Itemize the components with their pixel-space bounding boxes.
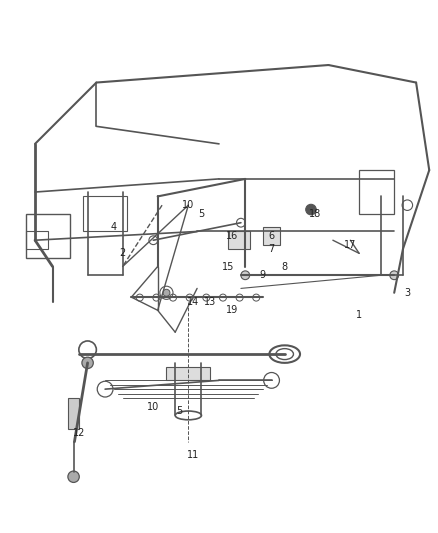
- Text: 18: 18: [309, 209, 321, 219]
- Text: 9: 9: [260, 270, 266, 280]
- Circle shape: [163, 289, 170, 296]
- Text: 5: 5: [198, 209, 205, 219]
- Text: 8: 8: [282, 262, 288, 271]
- Bar: [68, 398, 79, 429]
- Bar: [26, 214, 70, 258]
- Bar: [359, 170, 394, 214]
- Text: 13: 13: [204, 296, 216, 306]
- Circle shape: [68, 471, 79, 482]
- Bar: [83, 197, 127, 231]
- Text: 17: 17: [344, 240, 357, 249]
- Text: 4: 4: [111, 222, 117, 232]
- Circle shape: [390, 271, 399, 280]
- Bar: [26, 231, 48, 249]
- Text: 12: 12: [73, 428, 85, 438]
- Text: 2: 2: [120, 248, 126, 259]
- Text: 10: 10: [182, 200, 194, 210]
- Text: 5: 5: [177, 406, 183, 416]
- Text: 14: 14: [187, 296, 199, 306]
- Bar: [166, 367, 210, 381]
- Text: 7: 7: [268, 244, 275, 254]
- Circle shape: [82, 357, 93, 368]
- Text: 1: 1: [356, 310, 362, 320]
- Text: 6: 6: [268, 231, 275, 241]
- Text: 11: 11: [187, 450, 199, 460]
- Text: 15: 15: [222, 262, 234, 271]
- Text: 10: 10: [147, 402, 159, 411]
- Text: 16: 16: [226, 231, 238, 241]
- Bar: [263, 227, 280, 245]
- Text: 19: 19: [226, 305, 238, 316]
- Text: 3: 3: [404, 288, 410, 298]
- Circle shape: [241, 271, 250, 280]
- Circle shape: [306, 204, 316, 215]
- Bar: [228, 231, 250, 249]
